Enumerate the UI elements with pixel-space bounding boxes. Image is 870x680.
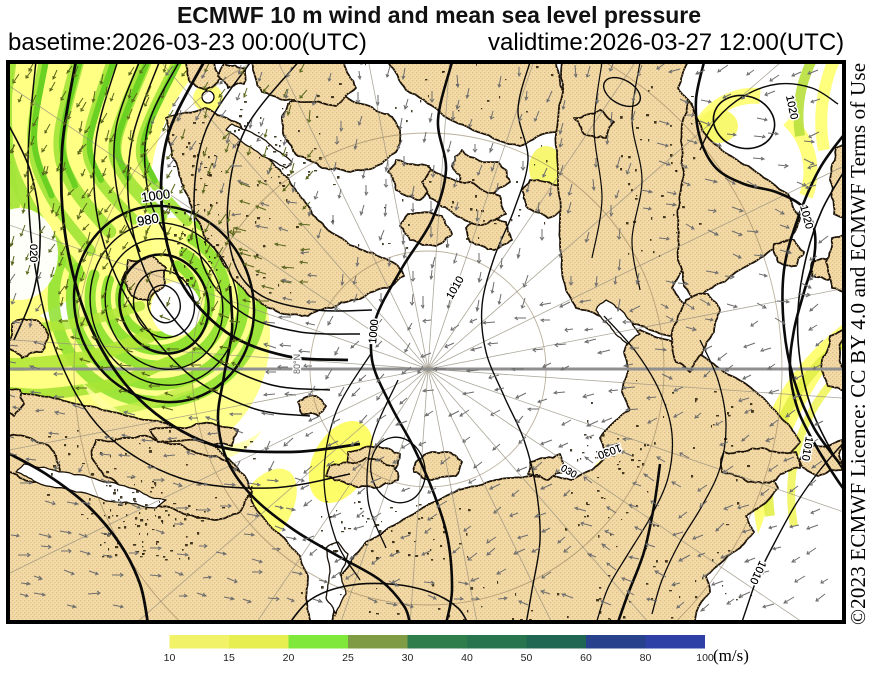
svg-text:1000: 1000 [367, 319, 381, 344]
svg-text:020: 020 [27, 244, 39, 262]
svg-text:020: 020 [27, 244, 39, 262]
svg-text:980: 980 [136, 210, 160, 229]
svg-text:50: 50 [521, 652, 533, 664]
svg-text:25: 25 [342, 652, 354, 664]
svg-text:40: 40 [461, 652, 473, 664]
svg-text:1010: 1010 [799, 435, 815, 461]
svg-text:80°N: 80°N [292, 354, 302, 374]
svg-text:10: 10 [164, 652, 176, 664]
svg-text:1000: 1000 [140, 186, 171, 205]
svg-text:15: 15 [223, 652, 235, 664]
svg-text:1000: 1000 [140, 186, 171, 205]
svg-text:1010: 1010 [799, 435, 815, 461]
svg-text:1000: 1000 [367, 319, 381, 344]
svg-text:60: 60 [580, 652, 592, 664]
svg-text:80°N: 80°N [292, 354, 302, 374]
svg-text:20: 20 [283, 652, 295, 664]
svg-text:100: 100 [696, 652, 714, 664]
svg-text:30: 30 [402, 652, 414, 664]
svg-text:80: 80 [640, 652, 652, 664]
svg-text:(m/s): (m/s) [713, 646, 749, 665]
svg-text:1020: 1020 [783, 94, 800, 120]
svg-text:980: 980 [136, 210, 160, 229]
